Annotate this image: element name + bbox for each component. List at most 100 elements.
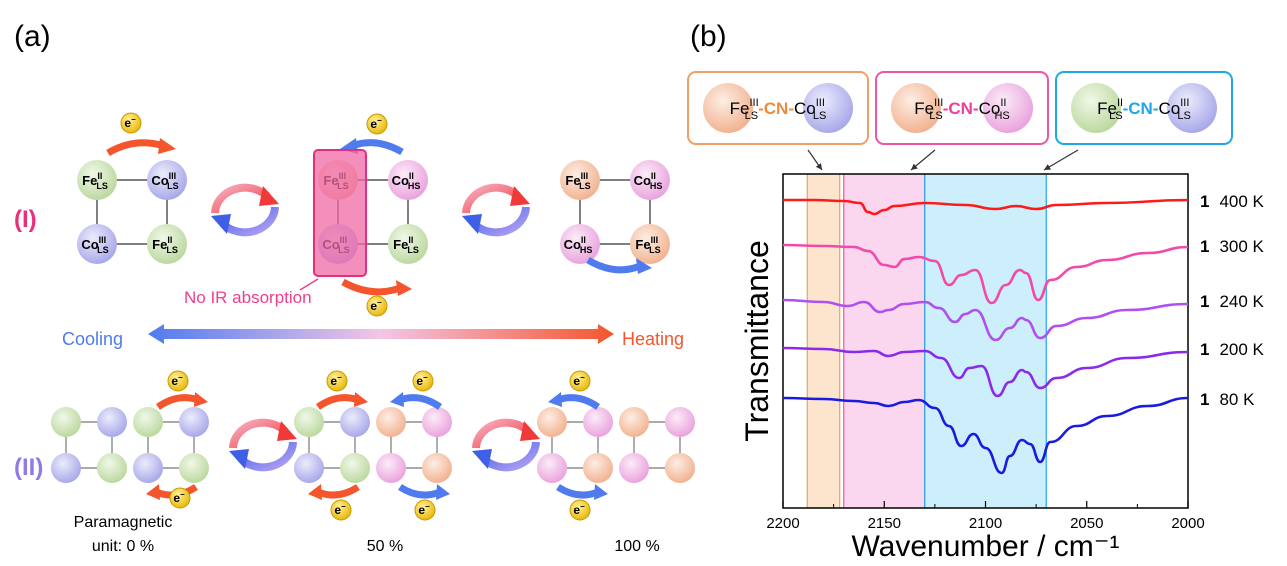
cluster-3: FeIII LS CoII HS CoII HS FeIII LS — [560, 160, 670, 264]
small-cluster-2 — [133, 407, 209, 483]
atom-circle — [619, 407, 649, 437]
atom-circle — [376, 453, 406, 483]
bond-formula: FeIII LS-CN-CoII HS — [914, 97, 1010, 122]
metal-sphere — [1167, 83, 1217, 133]
series-line-80k — [782, 396, 1189, 475]
box-pointer-arrows — [807, 149, 1079, 171]
small-cluster-6 — [619, 407, 695, 483]
atom-circle — [376, 407, 406, 437]
atom-circle — [583, 453, 613, 483]
metal-sphere — [983, 83, 1033, 133]
region-1 — [807, 174, 840, 508]
atom-label: CoII HS — [634, 171, 663, 191]
electron-icon: e− — [169, 487, 191, 509]
percent-50-label: 50 % — [367, 538, 403, 555]
atom-circle — [97, 407, 127, 437]
svg-text:e−: e− — [173, 490, 185, 505]
co-atom — [147, 160, 187, 200]
small-cluster-4 — [376, 407, 452, 483]
equilibrium-cycle-icon — [229, 418, 297, 472]
small-cluster-5 — [537, 407, 613, 483]
series-label: 1 200 K — [1200, 340, 1265, 359]
paramagnetic-label-line1: Paramagnetic — [74, 514, 173, 531]
arrow-head — [594, 484, 608, 500]
atom-label: CoII HS — [564, 235, 593, 255]
co-atom — [77, 224, 117, 264]
no-ir-highlight — [313, 149, 367, 277]
atom-label: FeII LS — [393, 235, 419, 255]
region-2 — [843, 174, 925, 508]
arrow-head — [354, 392, 368, 407]
atom-circle — [665, 453, 695, 483]
metal-sphere — [891, 83, 941, 133]
ir-chart: 2200 2150 2100 2050 2000 Wavenumber / cm⁻¹ Tra… — [739, 149, 1265, 563]
electron-transfer-arrow — [315, 394, 360, 410]
series-line-240k — [782, 298, 1189, 342]
fe-atom — [77, 160, 117, 200]
electron-icon: e− — [326, 370, 348, 392]
series-label: 1 300 K — [1200, 237, 1265, 256]
svg-text:e−: e− — [124, 115, 136, 130]
percent-100-label: 100 % — [614, 538, 659, 555]
electron-icon: e− — [366, 113, 388, 135]
co-atom — [630, 160, 670, 200]
metal-sphere — [1071, 83, 1121, 133]
y-axis-label: Transmittance — [739, 240, 775, 442]
electron-transfer-arrow — [398, 484, 442, 499]
cooling-label: Cooling — [62, 329, 123, 349]
arrow-head — [158, 138, 176, 154]
row-II-label: (II) — [14, 454, 43, 481]
atom-circle — [619, 453, 649, 483]
electron-transfer-arrow — [556, 394, 601, 410]
bond-formula: FeIII LS-CN-CoIII LS — [730, 97, 827, 122]
atom-circle — [97, 453, 127, 483]
atom-circle — [294, 407, 324, 437]
electron-transfer-arrow — [398, 394, 443, 410]
atom-circle — [179, 407, 209, 437]
atom-circle — [133, 453, 163, 483]
arrow-head — [548, 392, 562, 407]
co-atom — [388, 160, 428, 200]
cooling-heating-arrow — [148, 324, 614, 344]
electron-icon: e− — [330, 499, 352, 521]
atom-circle — [422, 407, 452, 437]
panel-b-letter: (b) — [690, 20, 727, 53]
atom-label: FeII LS — [152, 235, 178, 255]
row-I-label: (I) — [14, 206, 37, 233]
x-tick-label: 2200 — [766, 515, 799, 532]
series-label: 1 80 K — [1200, 390, 1255, 409]
svg-text:e−: e− — [416, 373, 428, 388]
paramagnetic-label-line2: unit: 0 % — [92, 538, 154, 555]
electron-transfer-arrow — [106, 139, 166, 157]
no-ir-note: No IR absorption — [184, 288, 312, 307]
atom-circle — [340, 407, 370, 437]
row-II-electron-arrows: e− e− e− e− e− e− e− e− — [146, 370, 608, 521]
series-label: 1 400 K — [1200, 192, 1265, 211]
series-line-200k — [782, 346, 1189, 398]
bond-box-2: FeIII LS-CN-CoII HS — [875, 71, 1049, 145]
atom-label: CoII HS — [392, 171, 421, 191]
arrow-head — [636, 258, 652, 274]
panel-a-letter: (a) — [14, 20, 51, 53]
equilibrium-cycle-icon — [472, 418, 540, 472]
arrow-head — [436, 484, 450, 500]
arrow-head — [194, 392, 208, 407]
x-axis-label: Wavenumber / cm⁻¹ — [851, 530, 1119, 563]
arrow-head — [146, 484, 160, 500]
atom-circle — [179, 453, 209, 483]
atom-circle — [665, 407, 695, 437]
bond-boxes: FeIII LS-CN-CoIII LS FeIII LS-CN-CoII HS FeII L… — [687, 71, 1233, 145]
arrow-head — [390, 392, 404, 407]
atom-label: FeII LS — [82, 171, 108, 191]
svg-text:e−: e− — [171, 373, 183, 388]
x-tick-label: 2000 — [1171, 515, 1204, 532]
metal-sphere — [703, 83, 753, 133]
equilibrium-cycle-icon — [462, 183, 530, 237]
atom-circle — [340, 453, 370, 483]
atom-circle — [537, 407, 567, 437]
fe-atom — [147, 224, 187, 264]
svg-text:e−: e− — [370, 298, 382, 313]
